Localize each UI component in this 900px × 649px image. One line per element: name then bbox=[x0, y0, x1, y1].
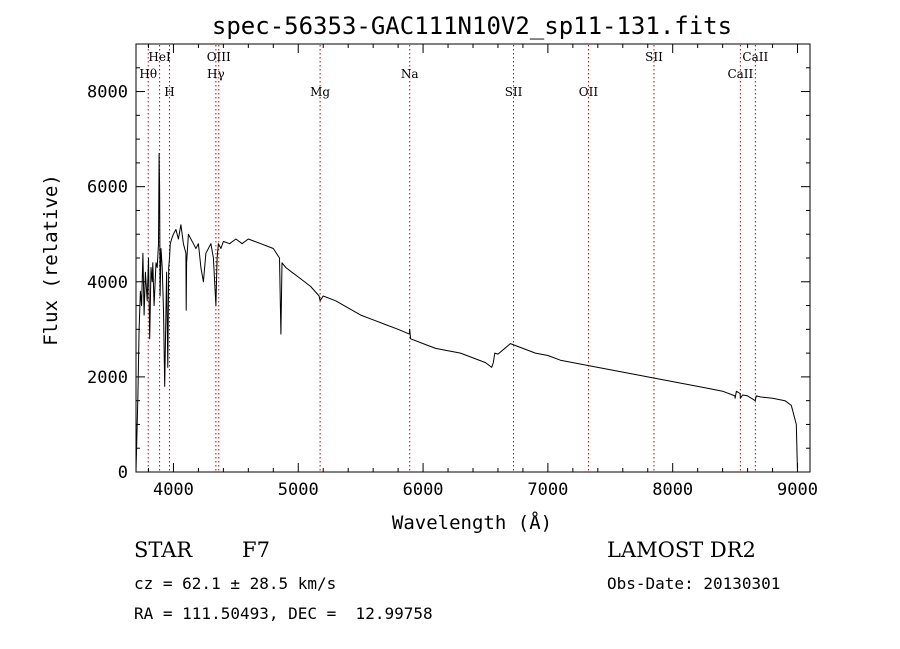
line-marker-label-8: OII bbox=[579, 85, 599, 99]
coords-text: RA = 111.50493, DEC = 12.99758 bbox=[134, 604, 433, 623]
y-axis-label: Flux (relative) bbox=[40, 174, 62, 346]
plot-frame bbox=[135, 43, 811, 473]
line-marker-label-7: SII bbox=[505, 85, 523, 99]
x-tick-label: 6000 bbox=[403, 480, 444, 500]
line-marker-label-2: H bbox=[164, 85, 174, 99]
line-marker-label-1: Hθ bbox=[139, 67, 157, 81]
velocity-text: cz = 62.1 ± 28.5 km/s bbox=[134, 574, 337, 593]
line-marker-label-6: Na bbox=[401, 67, 419, 81]
line-marker-label-10: CaII bbox=[742, 50, 768, 64]
obs-date-text: Obs-Date: 20130301 bbox=[607, 574, 781, 593]
line-marker-label-5: Mg bbox=[310, 85, 330, 99]
line-marker-label-11: CaII bbox=[727, 67, 753, 81]
y-tick-label: 4000 bbox=[87, 273, 128, 293]
x-tick-label: 8000 bbox=[652, 480, 693, 500]
x-axis-label: Wavelength (Å) bbox=[392, 511, 552, 534]
x-tick-label: 4000 bbox=[153, 480, 194, 500]
subclass: F7 bbox=[242, 538, 270, 562]
chart-title: spec-56353-GAC111N10V2_sp11-131.fits bbox=[212, 12, 732, 40]
x-tick-label: 5000 bbox=[278, 480, 319, 500]
survey-label: LAMOST DR2 bbox=[607, 538, 756, 562]
line-marker-label-9: SII bbox=[645, 50, 663, 64]
object-class: STAR bbox=[134, 538, 193, 562]
line-marker-label-3: OIII bbox=[207, 50, 231, 64]
x-tick-label: 9000 bbox=[777, 480, 818, 500]
spectrum-chart: spec-56353-GAC111N10V2_sp11-131.fits HeI… bbox=[40, 12, 818, 534]
line-marker-label-4: Hγ bbox=[207, 67, 225, 81]
y-tick-label: 0 bbox=[118, 463, 128, 483]
y-tick-label: 6000 bbox=[87, 178, 128, 198]
y-tick-label: 8000 bbox=[87, 83, 128, 103]
x-tick-label: 7000 bbox=[527, 480, 568, 500]
y-tick-label: 2000 bbox=[87, 368, 128, 388]
line-marker-label-0: HeI bbox=[148, 50, 171, 64]
spectrum-line bbox=[135, 152, 798, 473]
